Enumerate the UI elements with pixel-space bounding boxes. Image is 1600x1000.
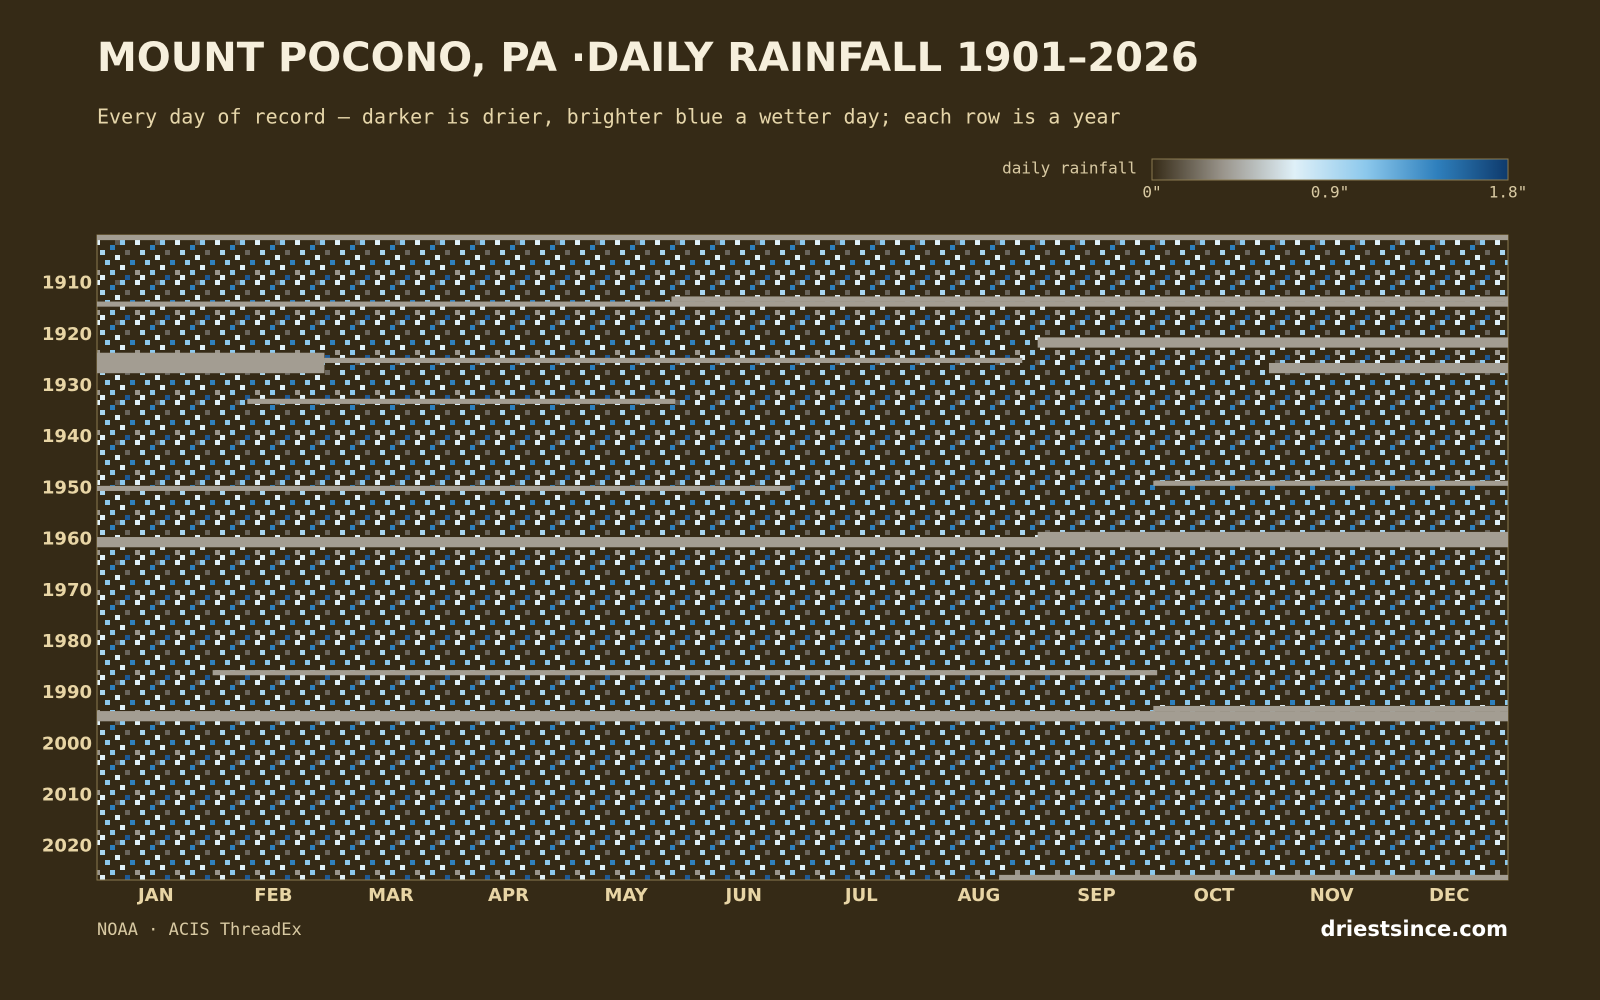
colorbar: [1151, 158, 1509, 181]
x-tick-label: JAN: [136, 885, 174, 906]
y-tick-label: 1930: [42, 375, 92, 396]
colorbar-tick-label: 0.9": [1311, 183, 1350, 202]
missing-band: [1153, 705, 1508, 712]
missing-band: [1268, 362, 1508, 374]
y-tick-label: 2010: [42, 785, 92, 806]
x-tick-label: MAY: [605, 885, 649, 906]
y-tick-label: 2020: [42, 836, 92, 857]
y-tick-label: 1910: [42, 273, 92, 294]
chart-subtitle: Every day of record — darker is drier, b…: [97, 105, 1121, 129]
missing-band: [97, 235, 1508, 241]
y-tick-label: 1950: [42, 477, 92, 498]
source: NOAA · ACIS ThreadEx: [97, 920, 302, 940]
heatmap-area: [96, 234, 1509, 881]
y-tick-label: 1960: [42, 529, 92, 550]
y-tick-label: 2000: [42, 733, 92, 754]
x-tick-label: SEP: [1077, 885, 1115, 906]
y-tick-label: 1970: [42, 580, 92, 601]
y-tick-label: 1990: [42, 682, 92, 703]
x-tick-label: OCT: [1194, 885, 1236, 906]
missing-band: [212, 670, 1158, 676]
missing-band: [1153, 480, 1508, 486]
x-tick-label: APR: [488, 885, 529, 906]
x-tick-label: FEB: [254, 885, 292, 906]
x-tick-label: MAR: [368, 885, 414, 906]
x-tick-label: AUG: [957, 885, 1000, 906]
y-tick-label: 1940: [42, 426, 92, 447]
missing-band: [97, 301, 1508, 307]
missing-band: [999, 874, 1508, 880]
missing-band: [671, 296, 1508, 302]
x-tick-label: JUN: [724, 885, 762, 906]
missing-band: [97, 537, 1508, 548]
legend-label: daily rainfall: [1002, 159, 1137, 178]
missing-band: [97, 352, 325, 374]
colorbar-tick-label: 1.8": [1489, 183, 1528, 202]
x-tick-label: NOV: [1310, 885, 1354, 906]
brand: driestsince.com: [1321, 917, 1508, 941]
colorbar-tick-label: 0": [1142, 183, 1161, 202]
missing-band: [97, 711, 1508, 722]
y-tick-label: 1920: [42, 324, 92, 345]
chart-title: MOUNT POCONO, PA ·DAILY RAINFALL 1901–20…: [97, 35, 1199, 81]
y-tick-label: 1980: [42, 631, 92, 652]
missing-band: [1037, 337, 1508, 348]
x-tick-label: JUL: [843, 885, 878, 906]
x-tick-label: DEC: [1429, 885, 1469, 906]
missing-band: [247, 398, 676, 404]
missing-band: [97, 485, 791, 491]
missing-band: [324, 357, 1023, 363]
